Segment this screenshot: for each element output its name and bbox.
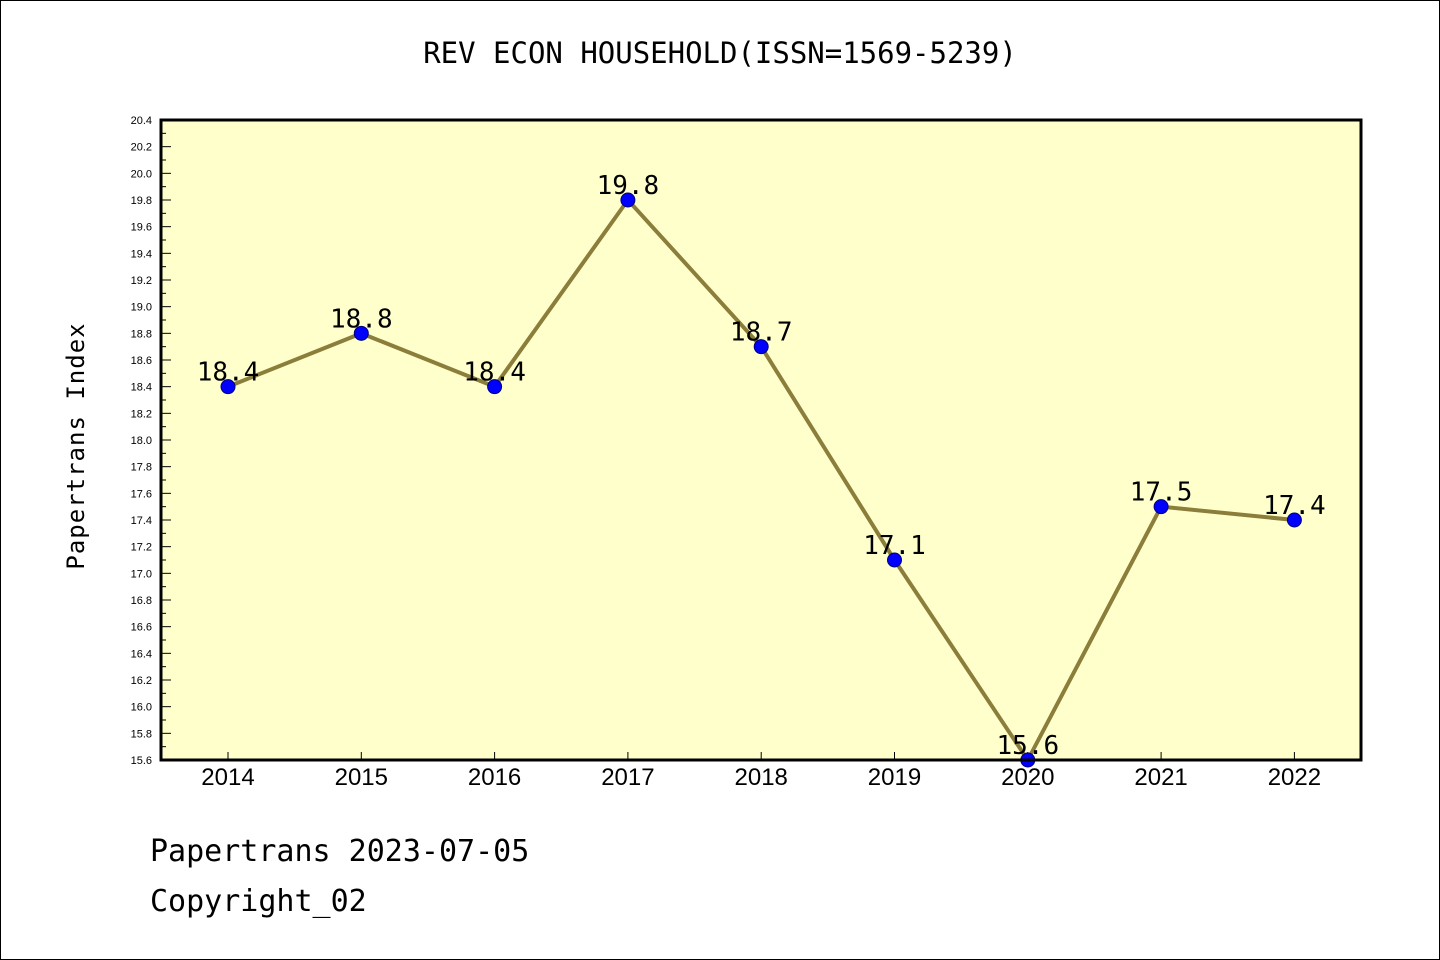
data-labels: 18.4 18.8 18.4 19.8 18.7 17.1 15.6 17.5 17.4 bbox=[197, 171, 1326, 761]
y-tick-label: 17.8 bbox=[131, 462, 152, 474]
y-tick-label: 17.0 bbox=[131, 568, 152, 580]
x-tick-label: 2019 bbox=[868, 764, 921, 791]
y-tick-label: 18.2 bbox=[131, 408, 152, 420]
x-tick-label: 2016 bbox=[468, 764, 521, 791]
data-label: 18.8 bbox=[330, 304, 393, 334]
x-tick-label: 2022 bbox=[1268, 764, 1321, 791]
chart-title: REV ECON HOUSEHOLD(ISSN=1569-5239) bbox=[423, 36, 1017, 70]
x-tick-label: 2018 bbox=[735, 764, 788, 791]
y-tick-label: 19.6 bbox=[131, 222, 152, 234]
y-tick-label: 16.4 bbox=[131, 648, 152, 660]
footer-copyright: Copyright_02 bbox=[150, 884, 367, 919]
y-tick-label: 17.4 bbox=[131, 515, 152, 527]
x-axis-ticks: 2014 2015 2016 2017 2018 2019 2020 2021 2022 bbox=[201, 752, 1321, 791]
data-point bbox=[487, 379, 503, 395]
y-tick-label: 16.2 bbox=[131, 675, 152, 687]
y-tick-label: 19.8 bbox=[131, 195, 152, 207]
y-tick-label: 20.0 bbox=[131, 168, 152, 180]
series-markers bbox=[220, 192, 1302, 768]
footer-date: Papertrans 2023-07-05 bbox=[150, 834, 530, 869]
data-point bbox=[220, 379, 236, 395]
data-point bbox=[887, 552, 902, 568]
y-tick-label: 18.8 bbox=[131, 328, 152, 340]
data-label: 18.4 bbox=[463, 358, 526, 388]
x-tick-label: 2014 bbox=[201, 764, 254, 791]
data-point bbox=[753, 339, 769, 355]
y-tick-label: 19.0 bbox=[131, 302, 152, 314]
plot-border bbox=[159, 118, 1363, 762]
data-label: 18.7 bbox=[730, 318, 793, 348]
y-tick-label: 19.2 bbox=[131, 275, 152, 287]
y-tick-label: 16.0 bbox=[131, 702, 152, 714]
y-axis-ticks: 15.6 15.8 16.0 16.2 16.4 16.6 16.8 17.0 17.2 17.4… bbox=[131, 115, 171, 767]
x-tick-label: 2017 bbox=[601, 764, 654, 791]
y-tick-label: 18.4 bbox=[131, 382, 152, 394]
x-tick-label: 2021 bbox=[1134, 764, 1187, 791]
y-tick-label: 18.0 bbox=[131, 435, 152, 447]
data-point bbox=[1286, 512, 1302, 528]
data-point bbox=[1153, 499, 1169, 515]
data-label: 18.4 bbox=[197, 358, 260, 388]
data-label: 17.5 bbox=[1130, 478, 1193, 508]
y-tick-label: 20.2 bbox=[131, 142, 152, 154]
y-tick-label: 17.6 bbox=[131, 488, 152, 500]
y-tick-label: 20.4 bbox=[131, 115, 152, 127]
data-label: 15.6 bbox=[996, 731, 1059, 761]
y-tick-label: 17.2 bbox=[131, 542, 152, 554]
data-label: 19.8 bbox=[597, 171, 660, 201]
y-tick-label: 16.6 bbox=[131, 622, 152, 634]
data-label: 17.1 bbox=[863, 531, 926, 561]
y-tick-label: 16.8 bbox=[131, 595, 152, 607]
plot-area bbox=[161, 120, 1361, 760]
x-tick-label: 2020 bbox=[1001, 764, 1054, 791]
y-tick-label: 18.6 bbox=[131, 355, 152, 367]
data-label: 17.4 bbox=[1263, 491, 1326, 521]
y-tick-label: 15.6 bbox=[131, 755, 152, 767]
data-point bbox=[620, 192, 636, 208]
x-tick-label: 2015 bbox=[335, 764, 388, 791]
y-tick-label: 19.4 bbox=[131, 248, 152, 260]
y-tick-label: 15.8 bbox=[131, 728, 152, 740]
data-point bbox=[353, 325, 369, 341]
